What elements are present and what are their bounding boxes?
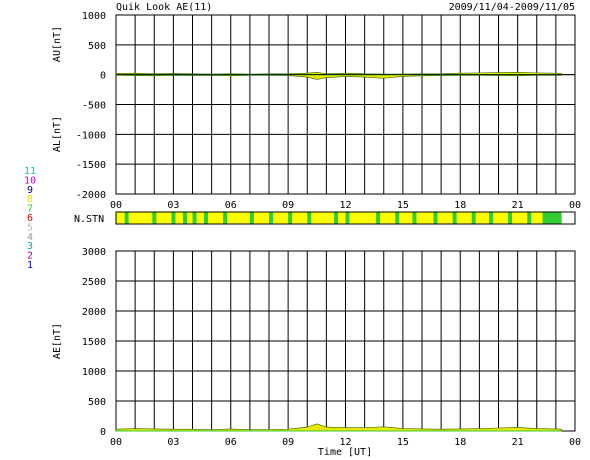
station-legend-label: 5 [27, 222, 33, 233]
station-strip-mark [192, 212, 197, 224]
station-strip-mark [249, 212, 254, 224]
x-tick-label: 00 [569, 437, 581, 448]
station-legend-label: 3 [27, 241, 33, 252]
y-tick-label: 2000 [82, 307, 106, 318]
station-strip-mark [395, 212, 400, 224]
station-legend-label: 11 [24, 166, 36, 177]
station-legend-label: 7 [27, 204, 33, 215]
station-strip-mark [376, 212, 381, 224]
station-strip-mark [488, 212, 493, 224]
date-range: 2009/11/04-2009/11/05 [449, 2, 575, 13]
station-legend-label: 4 [27, 232, 33, 243]
series-au-area [115, 71, 562, 75]
x-tick-label: 09 [282, 200, 294, 211]
station-strip-mark [334, 212, 339, 224]
x-tick-label: 00 [569, 200, 581, 211]
series-ae-area [115, 423, 562, 432]
station-strip-mark [288, 212, 293, 224]
station-strip-mark [124, 212, 129, 224]
y-tick-label: 0 [100, 427, 106, 438]
y-tick-label: -2000 [76, 190, 106, 201]
station-strip-mark [433, 212, 438, 224]
x-tick-label: 09 [282, 437, 294, 448]
x-tick-label: 21 [512, 200, 524, 211]
station-strip-frame [115, 211, 576, 225]
station-count-strip [115, 211, 576, 225]
y-tick-label: 500 [88, 41, 106, 52]
station-strip-mark [412, 212, 417, 224]
x-tick-label: 00 [110, 437, 122, 448]
station-strip-mark [508, 212, 513, 224]
station-strip-mark [152, 212, 157, 224]
station-strip-mark [345, 212, 350, 224]
au-axis-label: AU[nT] [52, 26, 63, 62]
station-strip-mark [203, 212, 208, 224]
y-tick-label: 1000 [82, 367, 106, 378]
station-strip-mark [471, 212, 476, 224]
ae-axis-label: AE[nT] [52, 323, 63, 359]
y-tick-label: 2500 [82, 277, 106, 288]
station-strip-mark [307, 212, 312, 224]
y-tick-label: -500 [82, 101, 106, 112]
y-tick-label: 500 [88, 397, 106, 408]
x-tick-label: 03 [167, 200, 179, 211]
y-tick-label: -1000 [76, 130, 106, 141]
station-legend-label: 6 [27, 213, 33, 224]
x-tick-label: 18 [454, 437, 466, 448]
station-strip-base [116, 212, 562, 224]
y-tick-label: 3000 [82, 247, 106, 258]
x-tick-label: 15 [397, 437, 409, 448]
y-tick-label: 1500 [82, 337, 106, 348]
station-legend-label: 10 [24, 175, 36, 186]
y-tick-label: 1000 [82, 11, 106, 22]
station-strip-solid [542, 212, 562, 224]
station-legend-label: 1 [27, 260, 33, 271]
x-tick-label: 06 [225, 200, 237, 211]
time-axis-label: Time [UT] [318, 447, 372, 458]
x-tick-label: 18 [454, 200, 466, 211]
station-strip-mark [182, 212, 187, 224]
au-al-panel: 1000 500 0 -500 -1000 -1500 -2000 00 03 06 09 12 15 1… [76, 11, 581, 211]
x-tick-label: 00 [110, 200, 122, 211]
station-strip-mark [269, 212, 273, 224]
station-strip-mark [171, 212, 176, 224]
station-strip-mark [452, 212, 457, 224]
station-strip-mark [223, 212, 228, 224]
y-tick-label: -1500 [76, 160, 106, 171]
x-tick-label: 21 [512, 437, 524, 448]
station-legend-label: 8 [27, 194, 33, 205]
station-legend-label: 2 [27, 251, 33, 262]
x-tick-label: 06 [225, 437, 237, 448]
x-tick-label: 03 [167, 437, 179, 448]
y-tick-label: 0 [100, 71, 106, 82]
station-strip-mark [527, 212, 532, 224]
station-legend-label: 9 [27, 185, 33, 196]
x-tick-label: 12 [339, 200, 351, 211]
chart-title: Quik Look AE(11) [116, 2, 212, 13]
x-tick-label: 12 [339, 437, 351, 448]
x-tick-label: 15 [397, 200, 409, 211]
n-stn-label: N.STN [74, 214, 104, 225]
al-axis-label: AL[nT] [52, 116, 63, 152]
